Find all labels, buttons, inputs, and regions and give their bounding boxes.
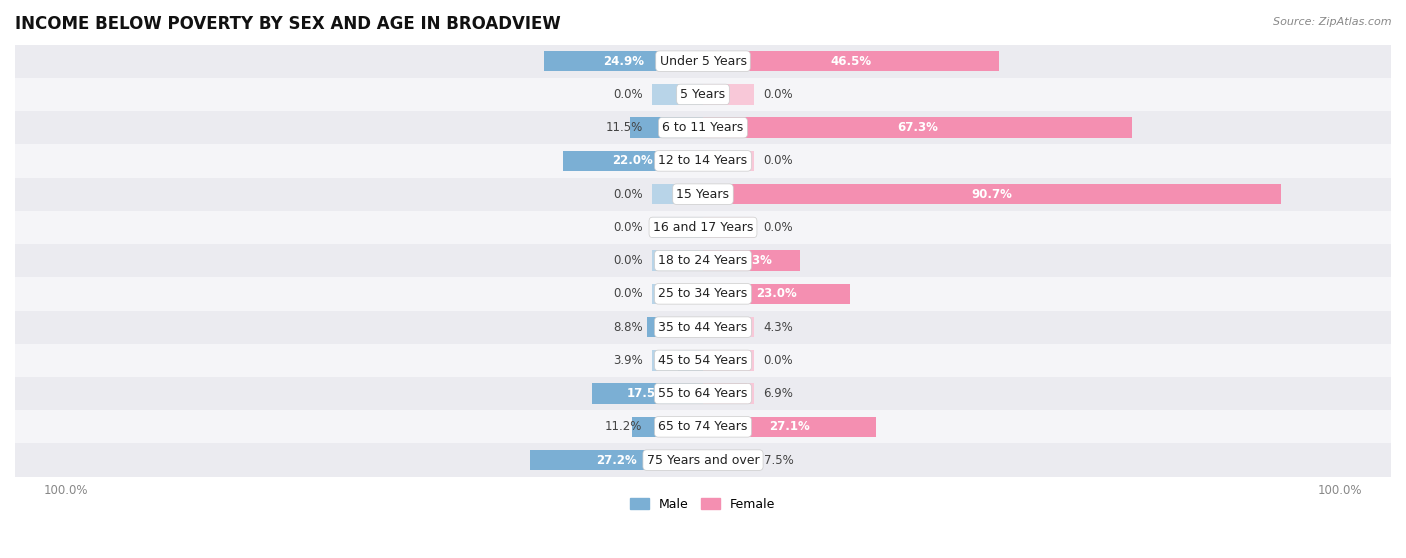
Bar (703, 117, 754, 138)
Text: 6 to 11 Years: 6 to 11 Years (662, 121, 744, 134)
Text: 4.3%: 4.3% (763, 321, 793, 334)
Bar (3, 310, 1403, 344)
Text: 22.0%: 22.0% (613, 155, 654, 167)
Bar (544, 51, 703, 71)
Bar (652, 317, 703, 338)
Bar (652, 383, 703, 404)
Text: 23.0%: 23.0% (756, 287, 797, 300)
Bar (652, 251, 703, 271)
Bar (703, 84, 754, 105)
Bar (562, 151, 703, 171)
Text: 0.0%: 0.0% (763, 88, 793, 101)
Legend: Male, Female: Male, Female (626, 493, 780, 516)
Text: 15 Years: 15 Years (676, 187, 730, 201)
Text: 75 Years and over: 75 Years and over (647, 454, 759, 466)
Bar (703, 317, 730, 338)
Text: 17.5%: 17.5% (627, 387, 668, 400)
Text: Under 5 Years: Under 5 Years (659, 55, 747, 68)
Text: 24.9%: 24.9% (603, 55, 644, 68)
Bar (652, 117, 703, 138)
Text: 27.2%: 27.2% (596, 454, 637, 466)
Bar (647, 317, 703, 338)
Text: 5 Years: 5 Years (681, 88, 725, 101)
Bar (3, 344, 1403, 377)
Bar (3, 45, 1403, 78)
Text: 46.5%: 46.5% (831, 55, 872, 68)
Text: INCOME BELOW POVERTY BY SEX AND AGE IN BROADVIEW: INCOME BELOW POVERTY BY SEX AND AGE IN B… (15, 15, 561, 33)
Text: 11.2%: 11.2% (605, 420, 643, 434)
Text: 0.0%: 0.0% (613, 287, 643, 300)
Bar (3, 111, 1403, 145)
Bar (703, 350, 754, 371)
Text: 67.3%: 67.3% (897, 121, 938, 134)
Text: 90.7%: 90.7% (972, 187, 1012, 201)
Bar (3, 377, 1403, 410)
Text: 0.0%: 0.0% (613, 254, 643, 267)
Bar (631, 417, 703, 437)
Text: 0.0%: 0.0% (613, 88, 643, 101)
Text: Source: ZipAtlas.com: Source: ZipAtlas.com (1274, 17, 1392, 27)
Text: 11.5%: 11.5% (605, 121, 643, 134)
Bar (652, 51, 703, 71)
Text: 27.1%: 27.1% (769, 420, 810, 434)
Bar (703, 184, 1281, 204)
Text: 65 to 74 Years: 65 to 74 Years (658, 420, 748, 434)
Bar (703, 117, 1132, 138)
Text: 25 to 34 Years: 25 to 34 Years (658, 287, 748, 300)
Bar (703, 317, 754, 338)
Bar (703, 417, 876, 437)
Bar (703, 383, 747, 404)
Bar (3, 444, 1403, 477)
Bar (703, 51, 754, 71)
Text: 0.0%: 0.0% (763, 354, 793, 367)
Bar (652, 417, 703, 437)
Bar (3, 145, 1403, 177)
Bar (592, 383, 703, 404)
Text: 0.0%: 0.0% (613, 187, 643, 201)
Bar (630, 117, 703, 138)
Text: 0.0%: 0.0% (613, 221, 643, 234)
Bar (652, 151, 703, 171)
Bar (3, 244, 1403, 277)
Bar (703, 283, 849, 304)
Text: 7.5%: 7.5% (763, 454, 793, 466)
Text: 6.9%: 6.9% (763, 387, 793, 400)
Text: 0.0%: 0.0% (763, 155, 793, 167)
Bar (703, 417, 754, 437)
Bar (703, 251, 800, 271)
Bar (703, 251, 754, 271)
Bar (703, 184, 754, 204)
Bar (678, 350, 703, 371)
Text: 35 to 44 Years: 35 to 44 Years (658, 321, 748, 334)
Bar (3, 177, 1403, 211)
Bar (652, 350, 703, 371)
Bar (652, 217, 703, 238)
Bar (652, 450, 703, 470)
Text: 12 to 14 Years: 12 to 14 Years (658, 155, 748, 167)
Bar (3, 277, 1403, 310)
Text: 0.0%: 0.0% (763, 221, 793, 234)
Bar (703, 383, 754, 404)
Text: 18 to 24 Years: 18 to 24 Years (658, 254, 748, 267)
Bar (3, 211, 1403, 244)
Bar (703, 450, 751, 470)
Bar (703, 51, 1000, 71)
Bar (652, 184, 703, 204)
Text: 8.8%: 8.8% (613, 321, 643, 334)
Bar (703, 151, 754, 171)
Bar (703, 450, 754, 470)
Bar (652, 84, 703, 105)
Text: 3.9%: 3.9% (613, 354, 643, 367)
Text: 45 to 54 Years: 45 to 54 Years (658, 354, 748, 367)
Bar (703, 283, 754, 304)
Bar (3, 410, 1403, 444)
Bar (652, 283, 703, 304)
Text: 55 to 64 Years: 55 to 64 Years (658, 387, 748, 400)
Bar (703, 217, 754, 238)
Text: 15.3%: 15.3% (731, 254, 772, 267)
Bar (3, 78, 1403, 111)
Text: 16 and 17 Years: 16 and 17 Years (652, 221, 754, 234)
Bar (530, 450, 703, 470)
